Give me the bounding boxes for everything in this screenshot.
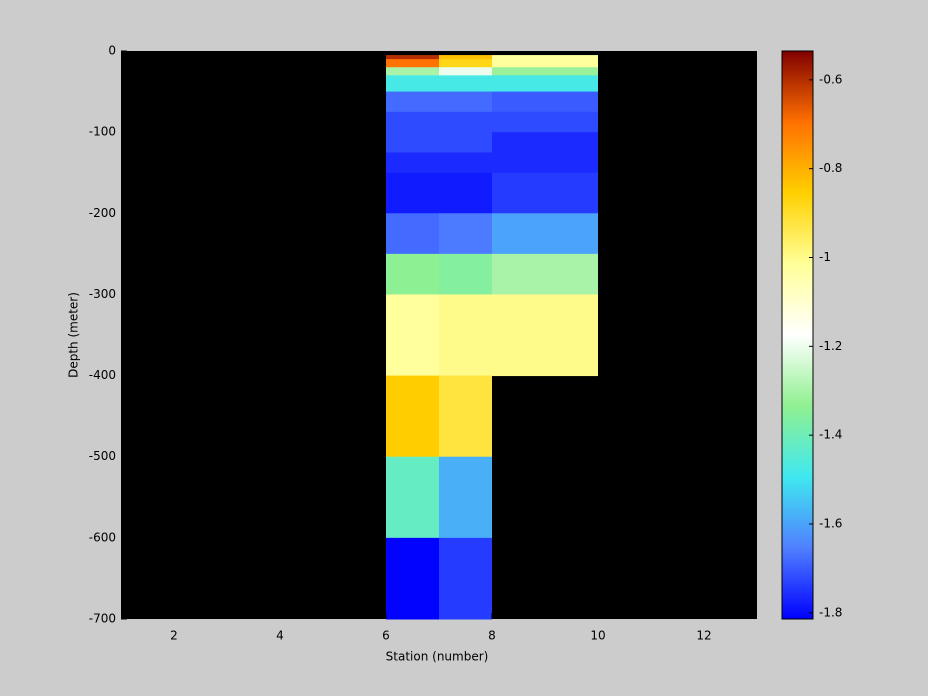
heatmap-cell	[386, 91, 439, 113]
heatmap-cell	[386, 213, 439, 255]
colorbar-tick-label: -0.8	[819, 161, 842, 175]
y-tick-label: -300	[89, 287, 116, 301]
heatmap-cell	[386, 59, 439, 68]
y-tick-label: 0	[108, 44, 116, 58]
x-tick-label: 6	[382, 629, 390, 643]
heatmap-cell	[439, 152, 492, 174]
colorbar	[781, 50, 814, 620]
colorbar-tick-label: -0.6	[819, 72, 842, 86]
heatmap-cell	[439, 132, 492, 153]
x-tick-label: 12	[696, 629, 711, 643]
y-tick-label: -100	[89, 125, 116, 139]
heatmap-cell	[492, 253, 598, 295]
colorbar-tick-label: -1.4	[819, 428, 842, 442]
heatmap-cell	[386, 111, 439, 133]
heatmap-cell	[439, 375, 492, 458]
x-tick-label: 8	[488, 629, 496, 643]
heatmap-cell	[492, 67, 598, 76]
heatmap-cell	[492, 75, 598, 93]
y-tick-label: -600	[89, 530, 116, 544]
heatmap-cell	[439, 59, 492, 68]
y-tick-label: -400	[89, 368, 116, 382]
heatmap-cell	[386, 152, 439, 174]
heatmap-cell	[386, 537, 439, 620]
x-tick-label: 10	[590, 629, 605, 643]
x-axis-label: Station (number)	[386, 650, 489, 664]
heatmap-cell	[386, 132, 439, 153]
colorbar-tick-label: -1.8	[819, 605, 842, 619]
heatmap-cell	[439, 75, 492, 93]
colorbar-tick-label: -1	[819, 250, 831, 264]
heatmap-cell	[439, 111, 492, 133]
y-tick-label: -700	[89, 612, 116, 626]
heatmap-cell	[386, 456, 439, 539]
heatmap-cell	[492, 132, 598, 153]
heatmap-cell	[439, 67, 492, 76]
heatmap-cell	[386, 375, 439, 458]
heatmap-cell	[386, 55, 439, 60]
heatmap-cell	[386, 172, 439, 214]
heatmap-cell	[439, 213, 492, 255]
heatmap-cell	[492, 111, 598, 133]
x-tick-label: 4	[276, 629, 284, 643]
heatmap-cell	[492, 91, 598, 113]
y-tick-label: -500	[89, 449, 116, 463]
heatmap-cell	[439, 294, 492, 377]
heatmap-cell	[439, 91, 492, 113]
heatmap-cell	[492, 294, 598, 377]
heatmap-cell	[439, 456, 492, 539]
x-tick-label: 2	[170, 629, 178, 643]
heatmap-cell	[439, 172, 492, 214]
heatmap-cell	[386, 294, 439, 377]
colorbar-tick-label: -1.2	[819, 339, 842, 353]
y-tick-label: -200	[89, 206, 116, 220]
heatmap-cell	[386, 75, 439, 93]
heatmap-cell	[439, 253, 492, 295]
heatmap-cell	[439, 537, 492, 620]
y-axis-label: Depth (meter)	[67, 292, 81, 378]
heatmap-cell	[439, 55, 492, 60]
heatmap-cell	[492, 213, 598, 255]
heatmap-cell	[386, 253, 439, 295]
heatmap-cell	[492, 172, 598, 214]
heatmap-cell	[492, 59, 598, 68]
heatmap-cell	[492, 55, 598, 60]
heatmap-cell	[386, 67, 439, 76]
colorbar-tick-label: -1.6	[819, 516, 842, 530]
heatmap-cell	[492, 152, 598, 174]
